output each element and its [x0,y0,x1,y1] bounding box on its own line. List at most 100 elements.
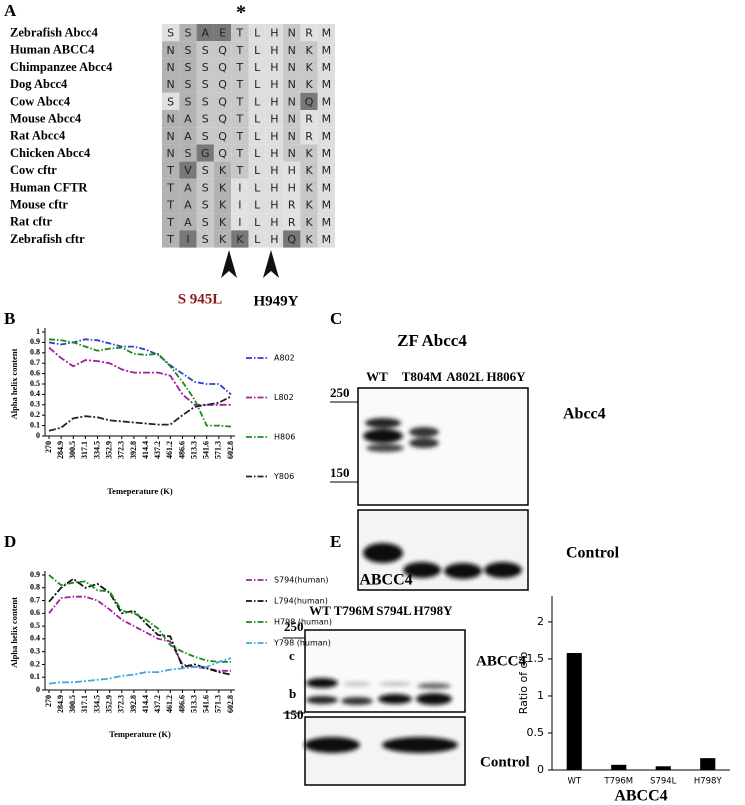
residue-cell [231,41,249,59]
residue-cell [213,75,232,93]
lane-label: WT [366,369,388,384]
species-name: Mouse Abcc4 [10,111,82,125]
species-name: Zebrafish cftr [10,232,85,246]
residue-cell [231,24,249,42]
x-tick-label: 392.8 [129,441,138,459]
residue-cell [283,75,301,93]
x-tick-label: 334.5 [92,695,101,713]
residue-cell [213,58,232,76]
x-tick-label: S794L [650,777,677,787]
series-line [48,395,232,432]
residue: T [235,44,243,57]
residue: Q [218,61,227,74]
residue: L [254,78,261,91]
residue-cell [317,213,335,231]
residue: K [219,181,227,194]
residue-cell [213,92,232,110]
residue: L [254,147,261,160]
y-tick-label: 0.2 [30,659,40,668]
residue: K [305,181,313,194]
residue-cell [196,213,214,231]
residue-cell [179,144,197,162]
residue-cell [213,161,232,179]
blot-title: ZF Abcc4 [397,331,467,350]
y-tick-label: 0.5 [30,379,40,388]
residue-cell [162,58,180,76]
residue: N [167,61,175,74]
x-tick-label: T796M [603,777,633,787]
residue-cell [248,230,266,248]
residue: I [238,181,241,194]
residue: A [184,130,192,143]
residue-cell [213,213,232,231]
x-tick-label: 352.9 [104,695,113,713]
residue: R [305,27,313,40]
residue: N [288,113,296,126]
residue-cell [213,178,232,196]
residue: K [305,44,313,57]
bar [611,764,627,770]
residue-cell [265,127,284,145]
residue-cell [179,178,197,196]
residue-cell [317,110,335,128]
residue: H [270,216,278,229]
residue: S [184,95,191,108]
residue: M [322,95,332,108]
residue-cell [265,110,284,128]
residue: S [202,61,209,74]
x-tick-label: WT [567,777,581,787]
residue-cell [196,41,214,59]
residue: N [288,130,296,143]
residue: N [167,78,175,91]
residue: H [270,233,278,246]
residue-cell [162,144,180,162]
legend-label: Y798 (human) [273,639,331,648]
residue: S [184,61,191,74]
residue: L [254,216,261,229]
residue-cell [265,178,284,196]
residue-cell [283,58,301,76]
residue: S [167,95,174,108]
legend-label: H806 [274,433,295,442]
y-axis-label: Alpha helix content [9,597,19,668]
species-name: Rat Abcc4 [10,129,66,143]
marker-label: 250 [330,385,350,400]
blot-bands [363,418,522,579]
residue: L [254,233,261,246]
x-tick-label: H798Y [694,777,723,787]
residue-cell [248,127,266,145]
y-tick-label: 0 [36,685,40,694]
residue-cell [300,144,318,162]
residue-cell [179,41,197,59]
residue-cell [300,213,318,231]
residue: K [305,61,313,74]
residue-cell [283,41,301,59]
residue: L [254,44,261,57]
residue-cell [300,127,318,145]
residue: Q [218,95,227,108]
legend-label: L794(human) [274,597,328,606]
residue: H [270,113,278,126]
lane-label: WT [309,603,331,618]
residue: M [322,113,332,126]
species-name: Chicken Abcc4 [10,146,91,160]
residue-cell [283,230,301,248]
residue: R [305,130,313,143]
residue-cell [248,110,266,128]
residue-cell [162,92,180,110]
residue-cell [248,144,266,162]
x-tick-label: 372.3 [117,695,126,713]
x-tick-label: 317.1 [80,441,89,459]
panel-label: E [330,532,341,551]
band-label: c [289,648,295,663]
residue-cell [265,196,284,214]
y-tick-label: 0.6 [30,368,40,377]
residue: L [254,27,261,40]
x-tick-label: 392.8 [129,695,138,713]
residue-cell [248,213,266,231]
y-tick-label: 1 [36,327,40,336]
legend-label: H798 (human) [274,618,332,627]
residue-cell [317,161,335,179]
residue-cell [265,41,284,59]
legend-label: L802 [274,393,294,402]
